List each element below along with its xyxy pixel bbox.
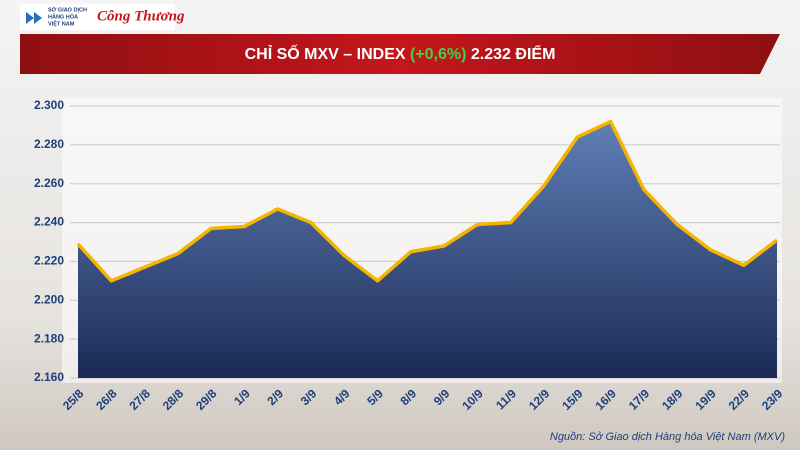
y-tick-label: 2.280 [34,137,64,151]
title-banner [20,34,780,74]
logo-box [20,4,175,30]
chart-title: CHỈ SỐ MXV – INDEX (+0,6%) 2.232 ĐIỂM [245,43,556,63]
y-tick-label: 2.260 [34,176,64,190]
title-value: 2.232 ĐIỂM [471,44,555,63]
y-tick-label: 2.160 [34,370,64,384]
logo-icon [26,12,42,24]
y-tick-label: 2.180 [34,331,64,345]
y-tick-label: 2.220 [34,254,64,268]
y-tick-label: 2.240 [34,215,64,229]
title-change: (+0,6%) [410,46,466,63]
logo-text: SỞ GIAO DỊCH [48,6,87,13]
logo-text: HÀNG HÓA [48,12,78,20]
source: Nguồn: Sở Giao dịch Hàng hóa Việt Nam (M… [550,431,785,443]
y-tick-label: 2.300 [34,98,64,112]
logo-text: VIỆT NAM [48,19,75,27]
line [76,119,779,283]
y-tick-label: 2.200 [34,292,64,306]
title-main: CHỈ SỐ MXV – INDEX [245,43,406,63]
brand: Công Thương [97,8,185,24]
